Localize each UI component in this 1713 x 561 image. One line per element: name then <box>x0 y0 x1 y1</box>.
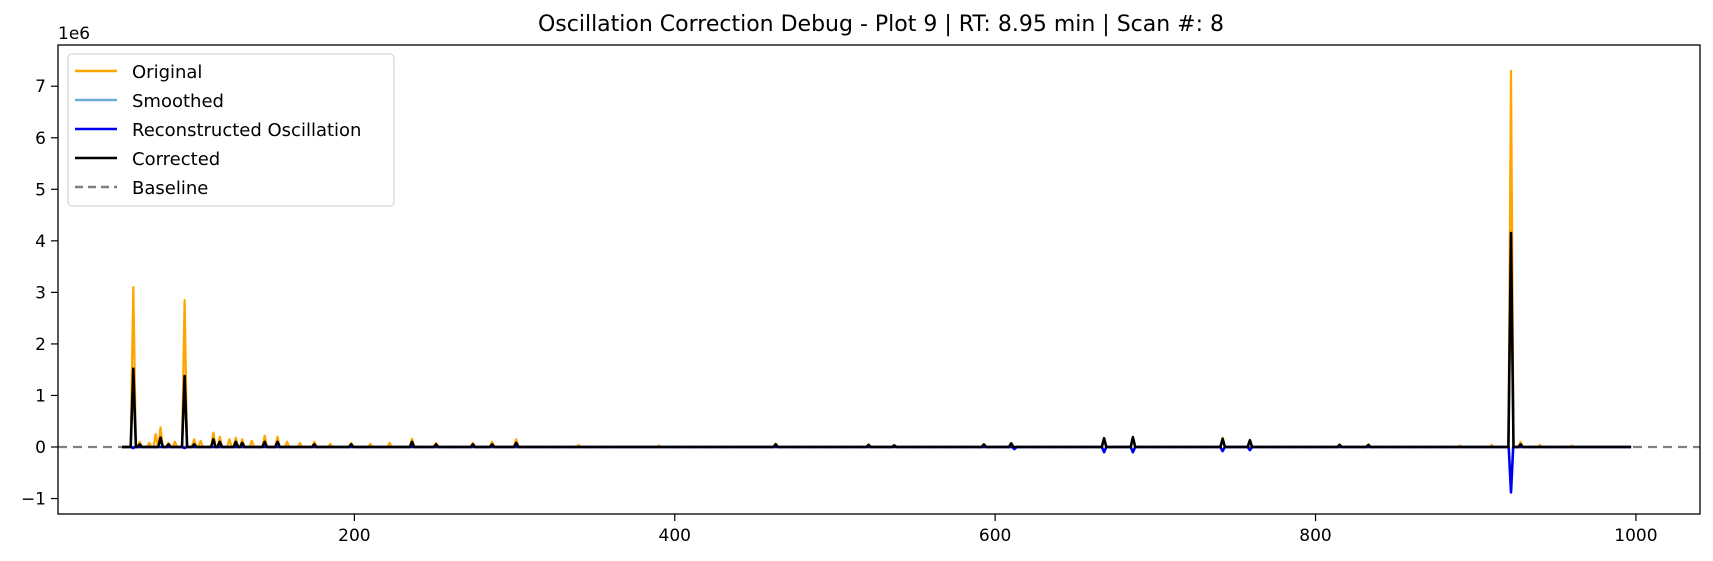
legend: Original Smoothed Reconstructed Oscillat… <box>67 53 395 207</box>
y-axis-ticks: −1 0 1 2 3 4 5 6 7 <box>21 77 58 510</box>
legend-label-corrected: Corrected <box>132 149 220 170</box>
series-reconstructed-oscillation-line <box>122 445 1632 494</box>
x-axis-ticks: 200 400 600 800 1000 <box>338 514 1658 546</box>
y-tick-label: 0 <box>35 438 46 458</box>
y-tick-label: 2 <box>35 335 46 355</box>
x-tick-label: 1000 <box>1614 526 1657 546</box>
plot-frame <box>57 44 1701 515</box>
y-tick-label: 5 <box>35 180 46 200</box>
chart-title: Oscillation Correction Debug - Plot 9 | … <box>538 12 1224 37</box>
x-tick-label: 200 <box>338 526 370 546</box>
series-corrected-line <box>122 231 1632 449</box>
x-tick-label: 800 <box>1299 526 1331 546</box>
series-smoothed-line <box>122 250 1632 449</box>
legend-label-smoothed: Smoothed <box>132 91 224 112</box>
y-offset-label: 1e6 <box>58 24 90 44</box>
legend-label-baseline: Baseline <box>132 178 208 199</box>
x-tick-label: 600 <box>979 526 1011 546</box>
y-tick-label: 1 <box>35 386 46 406</box>
y-tick-label: 6 <box>35 129 46 149</box>
series-lines <box>122 69 1632 494</box>
x-tick-label: 400 <box>659 526 691 546</box>
y-tick-label: 3 <box>35 283 46 303</box>
y-tick-label: −1 <box>21 490 46 510</box>
legend-label-reconstructed: Reconstructed Oscillation <box>132 120 361 141</box>
legend-box <box>67 53 395 207</box>
y-tick-label: 4 <box>35 232 46 252</box>
y-tick-label: 7 <box>35 77 46 97</box>
legend-label-original: Original <box>132 62 202 83</box>
